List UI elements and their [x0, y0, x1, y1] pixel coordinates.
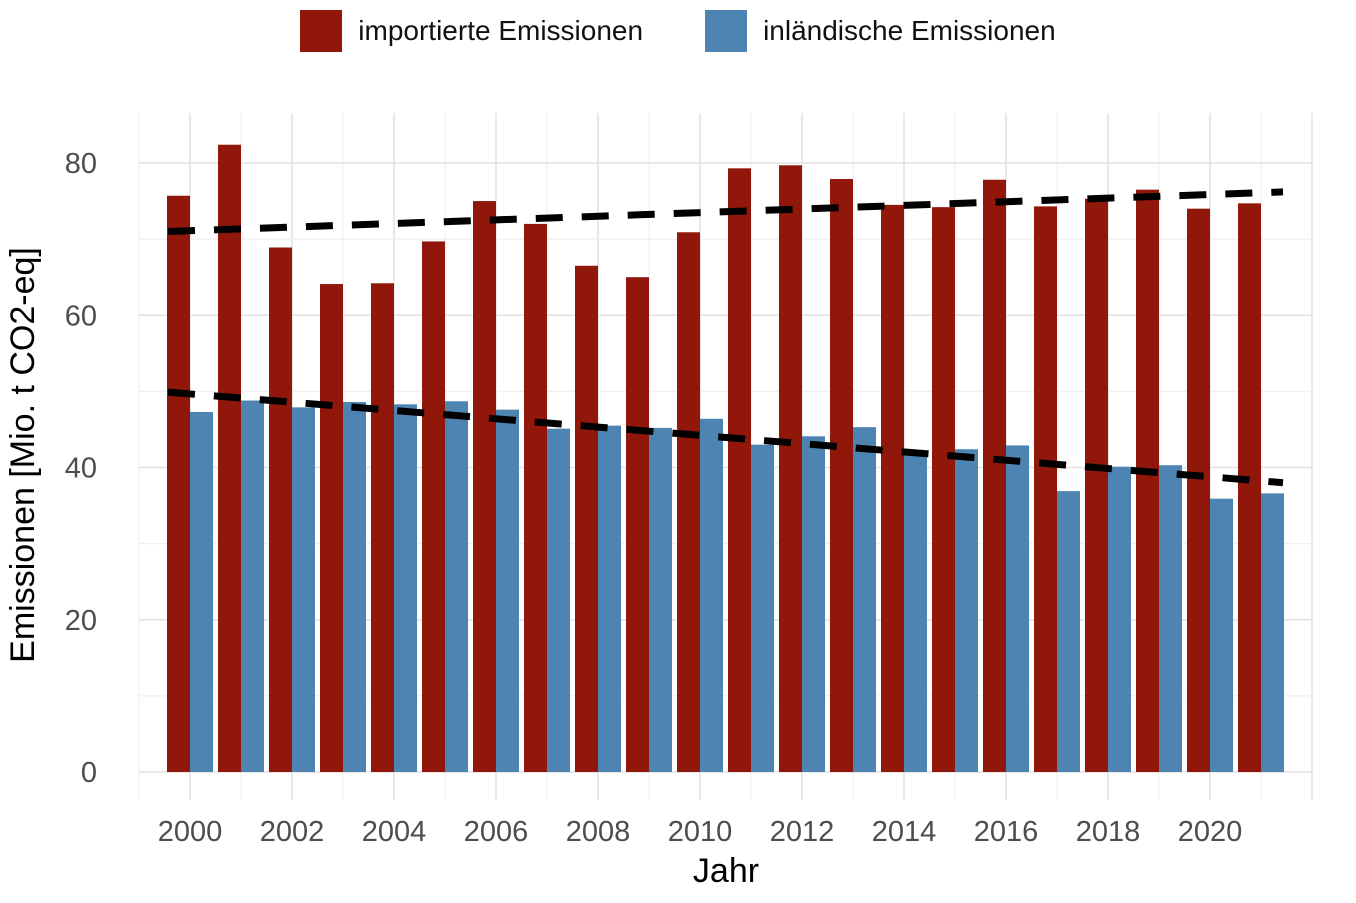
bar-imported-2021 — [1238, 203, 1261, 772]
bar-domestic-2007 — [547, 428, 570, 772]
bar-imported-2005 — [422, 241, 445, 772]
chart-legend: importierte Emissionen inländische Emiss… — [0, 10, 1356, 52]
bar-domestic-2021 — [1261, 493, 1284, 772]
bar-domestic-2000 — [190, 411, 213, 772]
bars — [167, 144, 1284, 773]
bar-imported-2011 — [728, 168, 751, 773]
bar-imported-2006 — [473, 201, 496, 772]
domestic-emissions-swatch — [705, 10, 748, 52]
bar-domestic-2004 — [394, 404, 417, 772]
bar-domestic-2013 — [853, 427, 876, 772]
bar-imported-2001 — [218, 144, 241, 773]
x-tick-label-2010: 2010 — [668, 816, 733, 848]
trendline-imported — [167, 188, 1284, 236]
bar-imported-2014 — [881, 204, 904, 772]
x-tick-label-2002: 2002 — [260, 816, 325, 848]
x-tick-label-2008: 2008 — [566, 816, 631, 848]
bar-domestic-2009 — [649, 427, 672, 772]
x-tick-label-2004: 2004 — [362, 816, 427, 848]
y-tick-label-0: 0 — [81, 757, 97, 789]
bar-imported-2020 — [1187, 208, 1210, 773]
bar-domestic-2008 — [598, 425, 621, 772]
bar-domestic-2020 — [1210, 498, 1233, 772]
bar-domestic-2010 — [700, 418, 723, 772]
x-tick-label-2018: 2018 — [1076, 816, 1141, 848]
x-tick-label-2000: 2000 — [158, 816, 223, 848]
y-tick-label-20: 20 — [65, 605, 97, 637]
bar-imported-2015 — [932, 207, 955, 773]
bar-domestic-2017 — [1057, 491, 1080, 772]
legend-item-imported: importierte Emissionen — [300, 10, 643, 52]
bar-imported-2008 — [575, 265, 598, 772]
x-axis-title: Jahr — [693, 852, 759, 890]
trendline-domestic — [167, 388, 1284, 487]
bar-domestic-2014 — [904, 453, 927, 772]
bar-domestic-2002 — [292, 407, 315, 772]
x-tick-label-2012: 2012 — [770, 816, 835, 848]
imported-emissions-swatch — [300, 10, 343, 52]
trendlines — [167, 188, 1284, 487]
bar-imported-2012 — [779, 165, 802, 772]
y-tick-label-60: 60 — [65, 300, 97, 332]
bar-imported-2010 — [677, 232, 700, 772]
bar-imported-2017 — [1034, 206, 1057, 773]
bar-domestic-2016 — [1006, 445, 1029, 772]
tick-labels: 0 20 40 60 80 2000 2002 2004 2006 2008 2010 2012 201… — [65, 148, 1243, 848]
x-tick-label-2020: 2020 — [1178, 816, 1243, 848]
y-tick-label-80: 80 — [65, 148, 97, 180]
imported-emissions-label: importierte Emissionen — [358, 15, 644, 46]
x-tick-label-2006: 2006 — [464, 816, 529, 848]
bar-domestic-2015 — [955, 449, 978, 772]
bar-imported-2019 — [1136, 189, 1159, 773]
bar-imported-2000 — [167, 195, 190, 772]
x-tick-label-2014: 2014 — [872, 816, 937, 848]
bar-imported-2018 — [1085, 198, 1108, 772]
x-tick-label-2016: 2016 — [974, 816, 1039, 848]
bar-domestic-2001 — [241, 400, 264, 772]
bar-domestic-2018 — [1108, 466, 1131, 772]
bar-domestic-2006 — [496, 409, 519, 772]
bar-imported-2003 — [320, 284, 343, 772]
bar-domestic-2005 — [445, 401, 468, 772]
legend-item-domestic: inländische Emissionen — [705, 10, 1056, 52]
y-axis-title: Emissionen [Mio. t CO2-eq] — [4, 247, 42, 663]
bar-imported-2013 — [830, 178, 853, 772]
bar-imported-2002 — [269, 247, 292, 772]
domestic-emissions-label: inländische Emissionen — [763, 15, 1056, 46]
bar-imported-2007 — [524, 223, 547, 772]
bar-imported-2016 — [983, 179, 1006, 772]
bar-domestic-2003 — [343, 402, 366, 772]
bar-domestic-2012 — [802, 436, 825, 772]
y-tick-label-40: 40 — [65, 453, 97, 485]
bar-imported-2004 — [371, 283, 394, 772]
bar-domestic-2011 — [751, 444, 774, 772]
bar-imported-2009 — [626, 277, 649, 772]
bar-domestic-2019 — [1159, 465, 1182, 772]
